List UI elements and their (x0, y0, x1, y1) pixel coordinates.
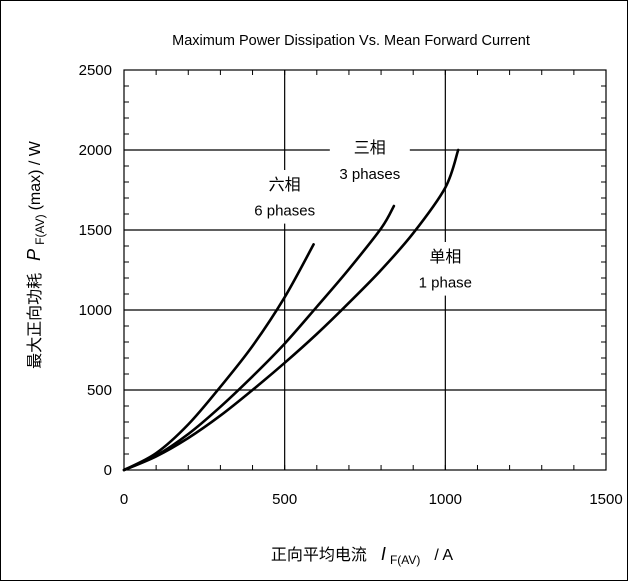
grid (124, 70, 606, 470)
series-labels: 六相 6 phases 三相 3 phases 单相 1 phase (254, 138, 472, 291)
y-tick-label: 500 (87, 382, 112, 399)
x-axis-label: 正向平均电流 I F(AV) / A (271, 544, 453, 568)
x-axis-label-prefix: 正向平均电流 (271, 545, 367, 564)
series-curve-2 (122, 148, 460, 472)
series-curves (122, 148, 460, 472)
y-axis-label: 最大正向功耗 P F(AV) (max) / W (24, 140, 48, 369)
x-tick-label: 0 (120, 491, 128, 508)
series-label-en: 1 phase (419, 275, 472, 292)
series-label-background (329, 133, 410, 187)
series-curve-1 (122, 204, 396, 472)
series-curve-0 (122, 243, 315, 472)
x-tick-label: 1000 (429, 491, 462, 508)
y-tick-label: 1000 (79, 302, 112, 319)
chart-title: Maximum Power Dissipation Vs. Mean Forwa… (172, 33, 530, 49)
x-tick-label: 1500 (589, 491, 622, 508)
plot-area (123, 69, 607, 471)
series-label-cn: 单相 (429, 247, 461, 266)
x-tick-label: 500 (272, 491, 297, 508)
axis-ticks: 0 500 1000 1500 0 500 1000 1500 2000 2500 (79, 62, 623, 508)
x-axis-label-subscript: F(AV) (390, 553, 420, 567)
series-label-cn: 六相 (269, 175, 301, 194)
y-tick-label: 2000 (79, 142, 112, 159)
series-label-backgrounds (244, 133, 486, 296)
series-label-en: 3 phases (339, 166, 400, 183)
y-axis-label-symbol: P (24, 249, 44, 261)
y-axis-label-subscript: F(AV) (33, 214, 47, 244)
series-label-en: 6 phases (254, 203, 315, 220)
y-tick-label: 1500 (79, 222, 112, 239)
y-tick-label: 0 (104, 462, 112, 479)
series-label-background (405, 242, 486, 296)
x-axis-label-symbol: I (381, 544, 386, 564)
y-axis-label-suffix: (max) / W (27, 140, 44, 210)
y-tick-label: 2500 (79, 62, 112, 79)
series-label-cn: 三相 (354, 138, 386, 157)
x-axis-label-suffix: / A (434, 547, 453, 564)
series-label-background (244, 170, 325, 224)
y-axis-label-prefix: 最大正向功耗 (25, 273, 44, 369)
